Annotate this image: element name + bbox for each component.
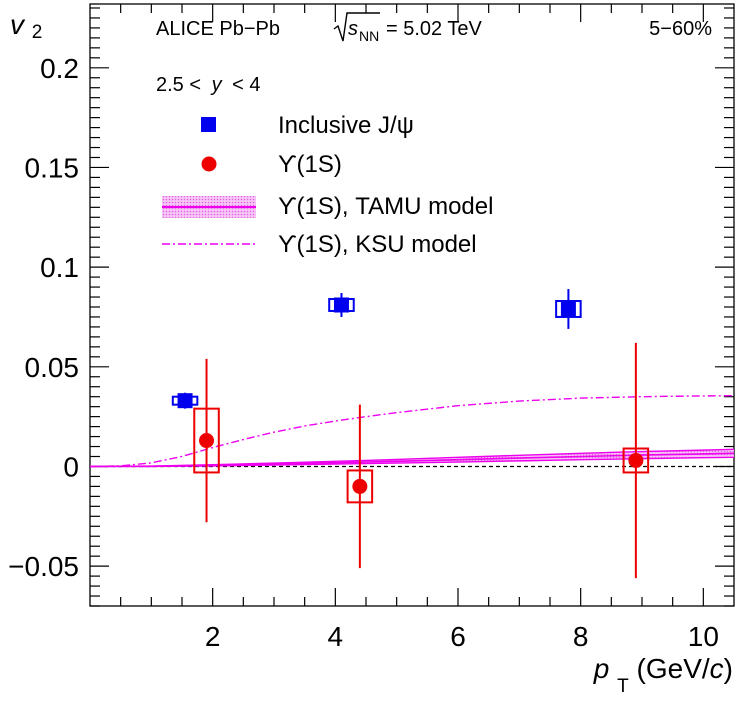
legend-label-ksu: ϒ(1S), KSU model bbox=[278, 231, 477, 258]
upsilon-marker bbox=[628, 452, 644, 468]
energy-value: = 5.02 TeV bbox=[386, 18, 482, 40]
jpsi-marker bbox=[333, 297, 349, 313]
y-tick-label: 0.1 bbox=[40, 252, 79, 283]
rapidity-var: y bbox=[210, 74, 223, 96]
legend-label-jpsi: Inclusive J/ψ bbox=[278, 112, 414, 139]
sqrt-sign bbox=[333, 12, 380, 42]
energy-sub: NN bbox=[359, 28, 379, 44]
axes: 2 4 6 8 10 −0.05 0 0.05 0.1 0.15 0.2 bbox=[8, 4, 734, 652]
x-axis-unit-var: c bbox=[710, 653, 724, 684]
x-axis-var: p bbox=[593, 653, 610, 684]
y-tick-label: 0 bbox=[63, 451, 79, 482]
jpsi-marker bbox=[560, 301, 576, 317]
x-axis-unit-open: (GeV/ bbox=[637, 653, 710, 684]
x-axis-title: p T (GeV/c) bbox=[593, 653, 733, 698]
upsilon-syst-box bbox=[193, 407, 220, 474]
tamu-central-line bbox=[90, 452, 734, 468]
legend: Inclusive J/ψ ϒ(1S) ϒ(1S), TAMU model ϒ(… bbox=[162, 112, 493, 258]
legend-label-upsilon: ϒ(1S) bbox=[278, 151, 342, 178]
upsilon-marker bbox=[352, 478, 368, 494]
upsilon-syst-box bbox=[622, 447, 650, 474]
ksu-curve bbox=[90, 394, 734, 468]
upsilon-marker bbox=[199, 433, 215, 449]
x-tick-label: 10 bbox=[688, 621, 719, 652]
data-layer bbox=[90, 289, 734, 579]
x-tick-label: 4 bbox=[328, 621, 344, 652]
y-tick-label: 0.15 bbox=[25, 152, 80, 183]
plot-frame bbox=[89, 3, 735, 607]
y-axis-var: v bbox=[10, 9, 26, 40]
rapidity-right: < 4 bbox=[232, 74, 260, 96]
legend-marker-jpsi bbox=[201, 117, 216, 132]
y-tick-label: 0.05 bbox=[25, 352, 80, 383]
x-tick-label: 8 bbox=[573, 621, 589, 652]
x-axis-sub: T bbox=[617, 676, 629, 697]
legend-label-tamu: ϒ(1S), TAMU model bbox=[278, 193, 493, 220]
x-tick-label: 2 bbox=[205, 621, 221, 652]
y-axis-title: v 2 bbox=[10, 9, 42, 43]
y-tick-label: −0.05 bbox=[8, 551, 79, 582]
experiment-label: ALICE Pb−Pb bbox=[156, 18, 280, 40]
upsilon-syst-box bbox=[346, 469, 374, 504]
rapidity-left: 2.5 < bbox=[156, 74, 201, 96]
energy-var: s bbox=[348, 18, 358, 40]
rapidity-label: 2.5 < y < 4 bbox=[156, 74, 261, 96]
y-axis-sub: 2 bbox=[32, 22, 43, 43]
jpsi-syst-box bbox=[555, 300, 582, 318]
x-tick-label: 6 bbox=[450, 621, 466, 652]
y-tick-label: 0.2 bbox=[40, 53, 79, 84]
centrality-label: 5−60% bbox=[649, 18, 712, 40]
x-axis-unit-close: ) bbox=[724, 653, 733, 684]
energy-label: s NN = 5.02 TeV bbox=[333, 12, 482, 44]
legend-marker-upsilon bbox=[201, 156, 217, 172]
jpsi-marker bbox=[177, 393, 193, 409]
